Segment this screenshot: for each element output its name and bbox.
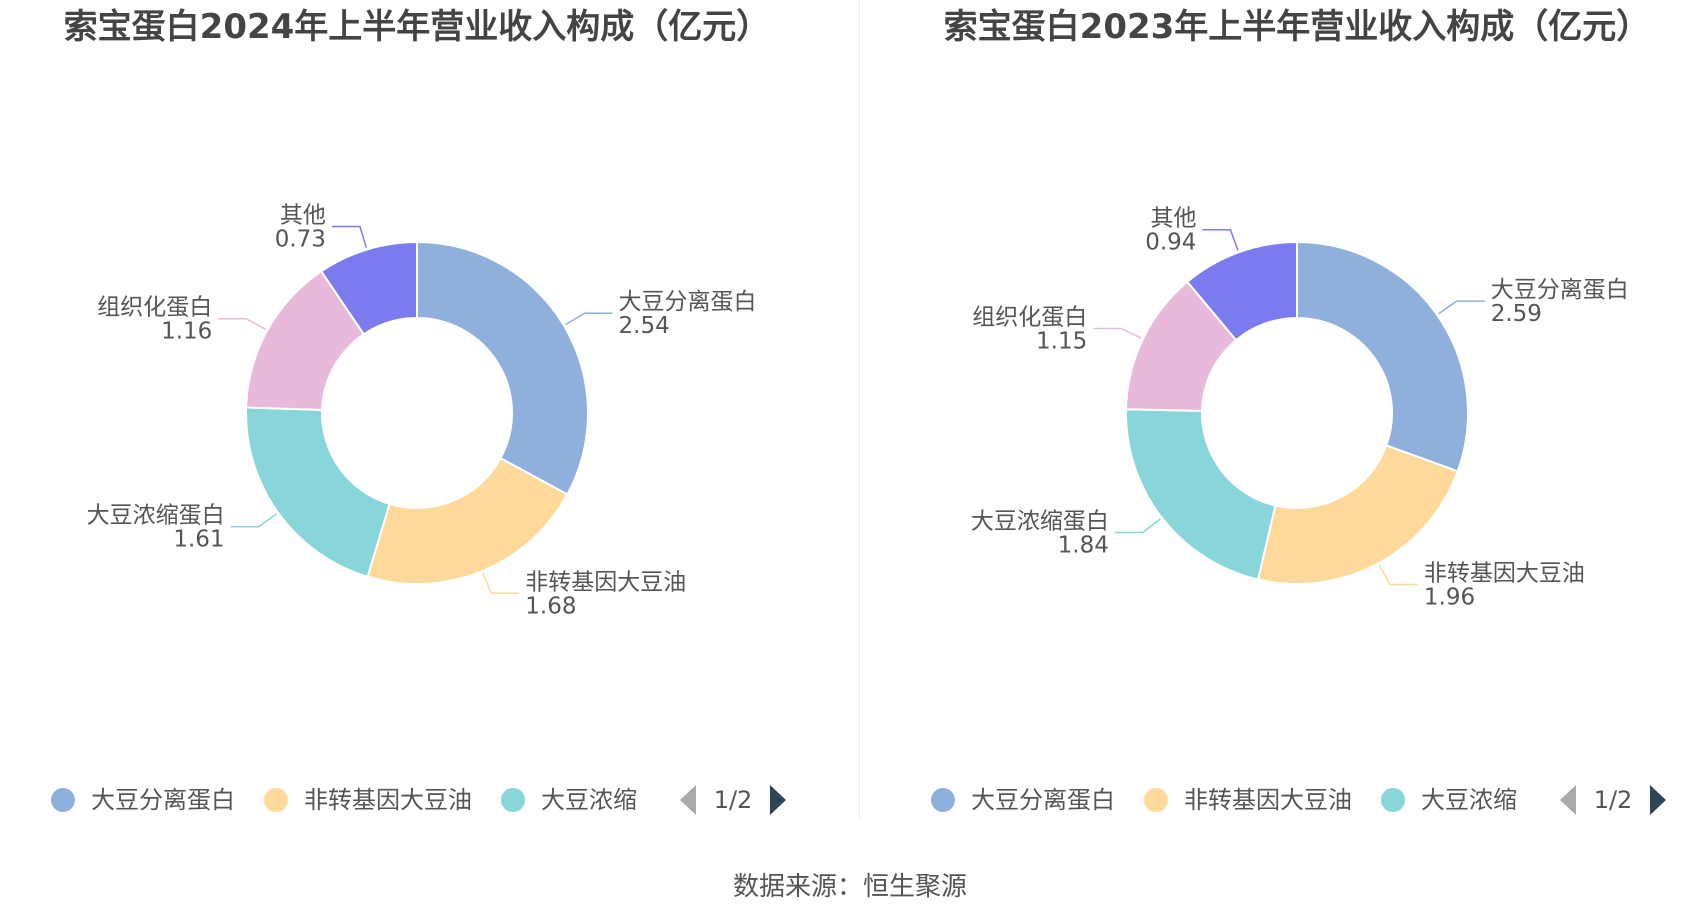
legend-prev-icon[interactable] xyxy=(680,785,696,815)
legend-item-non-gmo-soybean-oil[interactable]: 非转基因大豆油 xyxy=(1144,786,1352,814)
slice-label-name: 大豆分离蛋白 xyxy=(1491,277,1629,303)
slice-label-name: 大豆浓缩蛋白 xyxy=(87,503,225,529)
legend-item-soy-concentrate-protein[interactable]: 大豆浓缩 xyxy=(1381,786,1517,814)
data-source: 数据来源：恒生聚源 xyxy=(732,872,967,902)
legend-label: 大豆浓缩 xyxy=(1421,786,1517,814)
slice-non-gmo-soybean-oil[interactable] xyxy=(1256,444,1460,585)
legend-marker xyxy=(51,788,75,812)
slice-other[interactable] xyxy=(1185,240,1298,342)
chart-title: 索宝蛋白2023年上半年营业收入构成（亿元） xyxy=(944,7,1651,47)
slice-label-name: 大豆浓缩蛋白 xyxy=(971,508,1109,534)
leader-line-soy-concentrate-protein xyxy=(1114,518,1161,534)
slice-label-name: 其他 xyxy=(1150,206,1196,232)
leader-line-other xyxy=(331,225,368,248)
legend-page-indicator: 1/2 xyxy=(714,786,753,814)
legend-page-indicator: 1/2 xyxy=(1594,786,1633,814)
chart-title: 索宝蛋白2024年上半年营业收入构成（亿元） xyxy=(64,7,771,47)
legend-item-soy-isolate-protein[interactable]: 大豆分离蛋白 xyxy=(51,786,235,814)
slice-label-name: 组织化蛋白 xyxy=(972,304,1087,330)
legend-marker xyxy=(931,788,955,812)
legend-label: 非转基因大豆油 xyxy=(1184,786,1352,814)
slice-label-name: 其他 xyxy=(280,203,326,229)
leader-line-soy-isolate-protein xyxy=(565,312,613,326)
legend-label: 大豆分离蛋白 xyxy=(971,786,1115,814)
slice-soy-isolate-protein[interactable] xyxy=(416,240,589,496)
leader-line-non-gmo-soybean-oil xyxy=(482,572,520,595)
legend-next-icon[interactable] xyxy=(770,785,786,815)
slice-soy-concentrate-protein[interactable] xyxy=(245,406,391,578)
donut-chart-1: 索宝蛋白2024年上半年营业收入构成（亿元）大豆分离蛋白2.54非转基因大豆油1… xyxy=(51,7,786,815)
slice-label-value: 2.59 xyxy=(1491,301,1542,327)
leader-line-other xyxy=(1202,228,1239,251)
legend-prev-icon[interactable] xyxy=(1560,785,1576,815)
slice-label-value: 0.94 xyxy=(1145,230,1196,256)
legend-marker xyxy=(1381,788,1405,812)
slice-label-value: 0.73 xyxy=(275,227,326,253)
leader-line-soy-isolate-protein xyxy=(1438,300,1485,315)
slice-soy-isolate-protein[interactable] xyxy=(1296,240,1469,473)
legend-item-soy-isolate-protein[interactable]: 大豆分离蛋白 xyxy=(931,786,1115,814)
legend-item-non-gmo-soybean-oil[interactable]: 非转基因大豆油 xyxy=(264,786,472,814)
slice-non-gmo-soybean-oil[interactable] xyxy=(366,456,569,585)
slice-label-value: 2.54 xyxy=(619,313,670,339)
leader-line-textured-protein xyxy=(218,317,266,331)
legend-next-icon[interactable] xyxy=(1650,785,1666,815)
legend-item-soy-concentrate-protein[interactable]: 大豆浓缩 xyxy=(501,786,637,814)
slice-other[interactable] xyxy=(319,240,418,336)
panel-divider xyxy=(859,0,860,820)
legend-label: 非转基因大豆油 xyxy=(304,786,472,814)
legend-marker xyxy=(501,788,525,812)
slice-label-name: 非转基因大豆油 xyxy=(1424,560,1585,586)
legend-label: 大豆分离蛋白 xyxy=(91,786,235,814)
legend: 大豆分离蛋白 非转基因大豆油 大豆浓缩 1/2 xyxy=(931,785,1666,815)
slice-label-name: 组织化蛋白 xyxy=(97,295,212,321)
slice-label-value: 1.15 xyxy=(1036,328,1087,354)
slice-label-name: 大豆分离蛋白 xyxy=(619,289,757,315)
legend-marker xyxy=(1144,788,1168,812)
legend-label: 大豆浓缩 xyxy=(541,786,637,814)
donut-chart-2: 索宝蛋白2023年上半年营业收入构成（亿元）大豆分离蛋白2.59非转基因大豆油1… xyxy=(931,7,1666,815)
slice-label-value: 1.61 xyxy=(173,527,224,553)
donut-charts: 索宝蛋白2024年上半年营业收入构成（亿元）大豆分离蛋白2.54非转基因大豆油1… xyxy=(51,7,1666,815)
slice-label-name: 非转基因大豆油 xyxy=(525,569,686,595)
leader-line-soy-concentrate-protein xyxy=(230,513,277,528)
slice-soy-concentrate-protein[interactable] xyxy=(1125,408,1277,581)
slice-label-value: 1.16 xyxy=(161,319,212,345)
legend-marker xyxy=(264,788,288,812)
slice-label-value: 1.68 xyxy=(525,593,576,619)
legend: 大豆分离蛋白 非转基因大豆油 大豆浓缩 1/2 xyxy=(51,785,786,815)
leader-line-textured-protein xyxy=(1093,327,1142,339)
leader-line-non-gmo-soybean-oil xyxy=(1378,564,1418,586)
slice-label-value: 1.84 xyxy=(1058,532,1109,558)
slice-label-value: 1.96 xyxy=(1424,584,1475,610)
